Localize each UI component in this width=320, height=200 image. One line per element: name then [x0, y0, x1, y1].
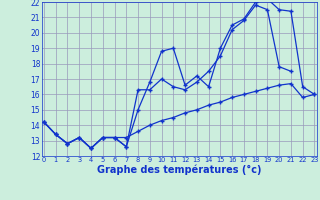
X-axis label: Graphe des températures (°c): Graphe des températures (°c) [97, 165, 261, 175]
